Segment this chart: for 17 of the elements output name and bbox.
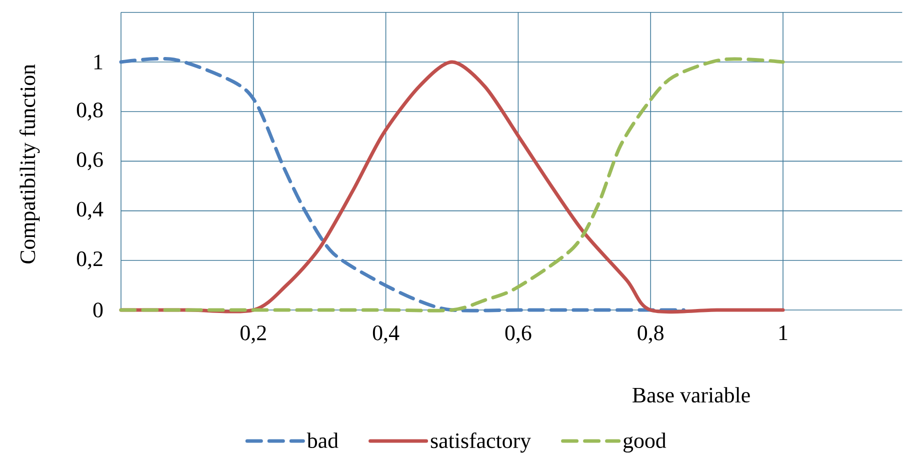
x-tick-label: 0,8: [638, 326, 664, 344]
y-tick-label: 0,2: [76, 251, 102, 270]
legend-label: satisfactory: [430, 432, 531, 453]
y-tick-label: 1: [94, 54, 102, 70]
x-tick-label: 0,6: [505, 326, 532, 344]
x-tick-label: 1: [779, 326, 788, 340]
x-axis-title: Base variable: [632, 387, 750, 403]
line-series: [119, 56, 686, 312]
y-tick-label: 0: [93, 302, 103, 318]
y-tick-label: 0,8: [76, 102, 103, 121]
legend-label: good: [623, 432, 666, 453]
legend-label: bad: [306, 432, 338, 448]
y-tick-label: 0,4: [76, 202, 104, 220]
x-tick-label: 0,4: [372, 326, 400, 344]
y-tick-label: 0,6: [76, 152, 103, 170]
x-tick-label: 0,2: [240, 326, 266, 344]
y-axis-title: Compatibility function: [20, 64, 40, 264]
